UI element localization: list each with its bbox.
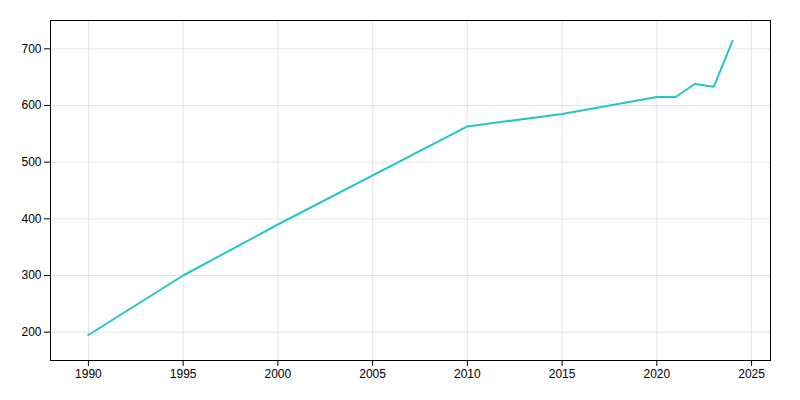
svg-text:2000: 2000 xyxy=(265,367,292,381)
svg-text:700: 700 xyxy=(21,42,41,56)
svg-text:400: 400 xyxy=(21,212,41,226)
svg-text:300: 300 xyxy=(21,268,41,282)
svg-text:2025: 2025 xyxy=(738,367,765,381)
svg-text:2010: 2010 xyxy=(454,367,481,381)
svg-text:500: 500 xyxy=(21,155,41,169)
svg-text:1990: 1990 xyxy=(75,367,102,381)
svg-text:2005: 2005 xyxy=(359,367,386,381)
svg-text:2015: 2015 xyxy=(549,367,576,381)
svg-text:2020: 2020 xyxy=(643,367,670,381)
svg-text:1995: 1995 xyxy=(170,367,197,381)
svg-text:600: 600 xyxy=(21,98,41,112)
svg-text:200: 200 xyxy=(21,325,41,339)
